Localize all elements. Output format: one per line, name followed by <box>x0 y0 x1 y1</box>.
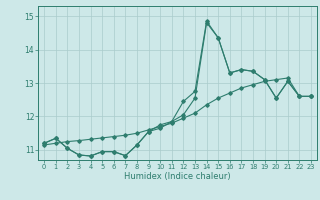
X-axis label: Humidex (Indice chaleur): Humidex (Indice chaleur) <box>124 172 231 181</box>
